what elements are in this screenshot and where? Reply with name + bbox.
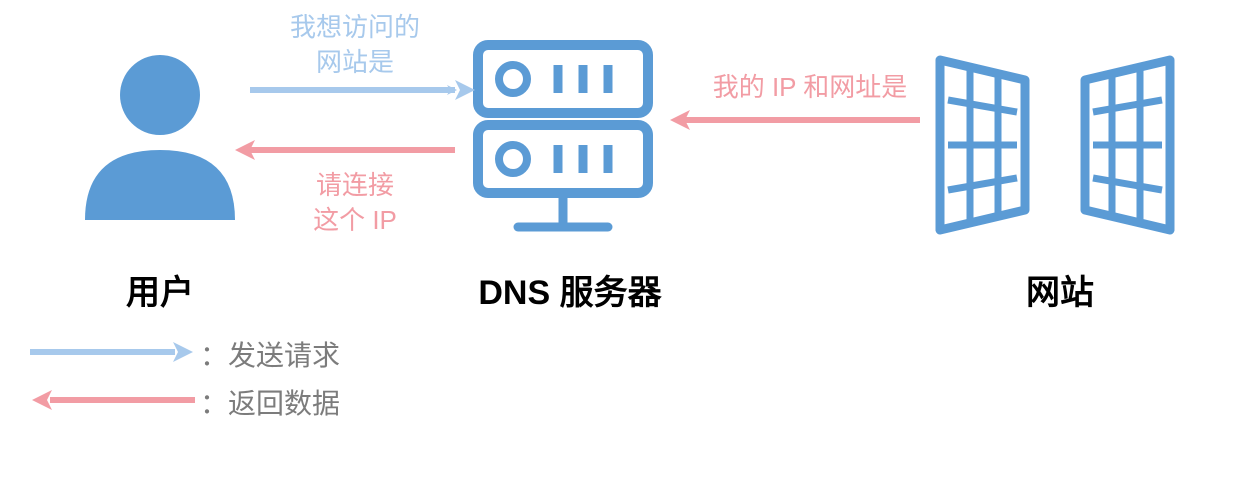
legend-response-label: ：返回数据 [200, 382, 340, 422]
user-label: 用户 [55, 265, 265, 314]
site-label: 网站 [960, 265, 1160, 314]
arrow-dns-to-user [235, 140, 455, 160]
dns-label: DNS 服务器 [460, 265, 680, 314]
legend-request-arrow [30, 342, 193, 362]
label-user-to-dns: 我想访问的 网站是 [255, 10, 455, 80]
label-dns-to-user: 请连接 这个 IP [280, 168, 430, 238]
legend-response-arrow [32, 390, 195, 410]
arrow-user-to-dns [250, 80, 475, 100]
dns-server-icon [478, 45, 648, 227]
label-site-to-dns: 我的 IP 和网址是 [680, 70, 940, 105]
user-icon [85, 55, 235, 220]
arrow-site-to-dns [670, 110, 920, 130]
website-icon [940, 60, 1170, 230]
legend-request-label: ：发送请求 [200, 334, 340, 374]
